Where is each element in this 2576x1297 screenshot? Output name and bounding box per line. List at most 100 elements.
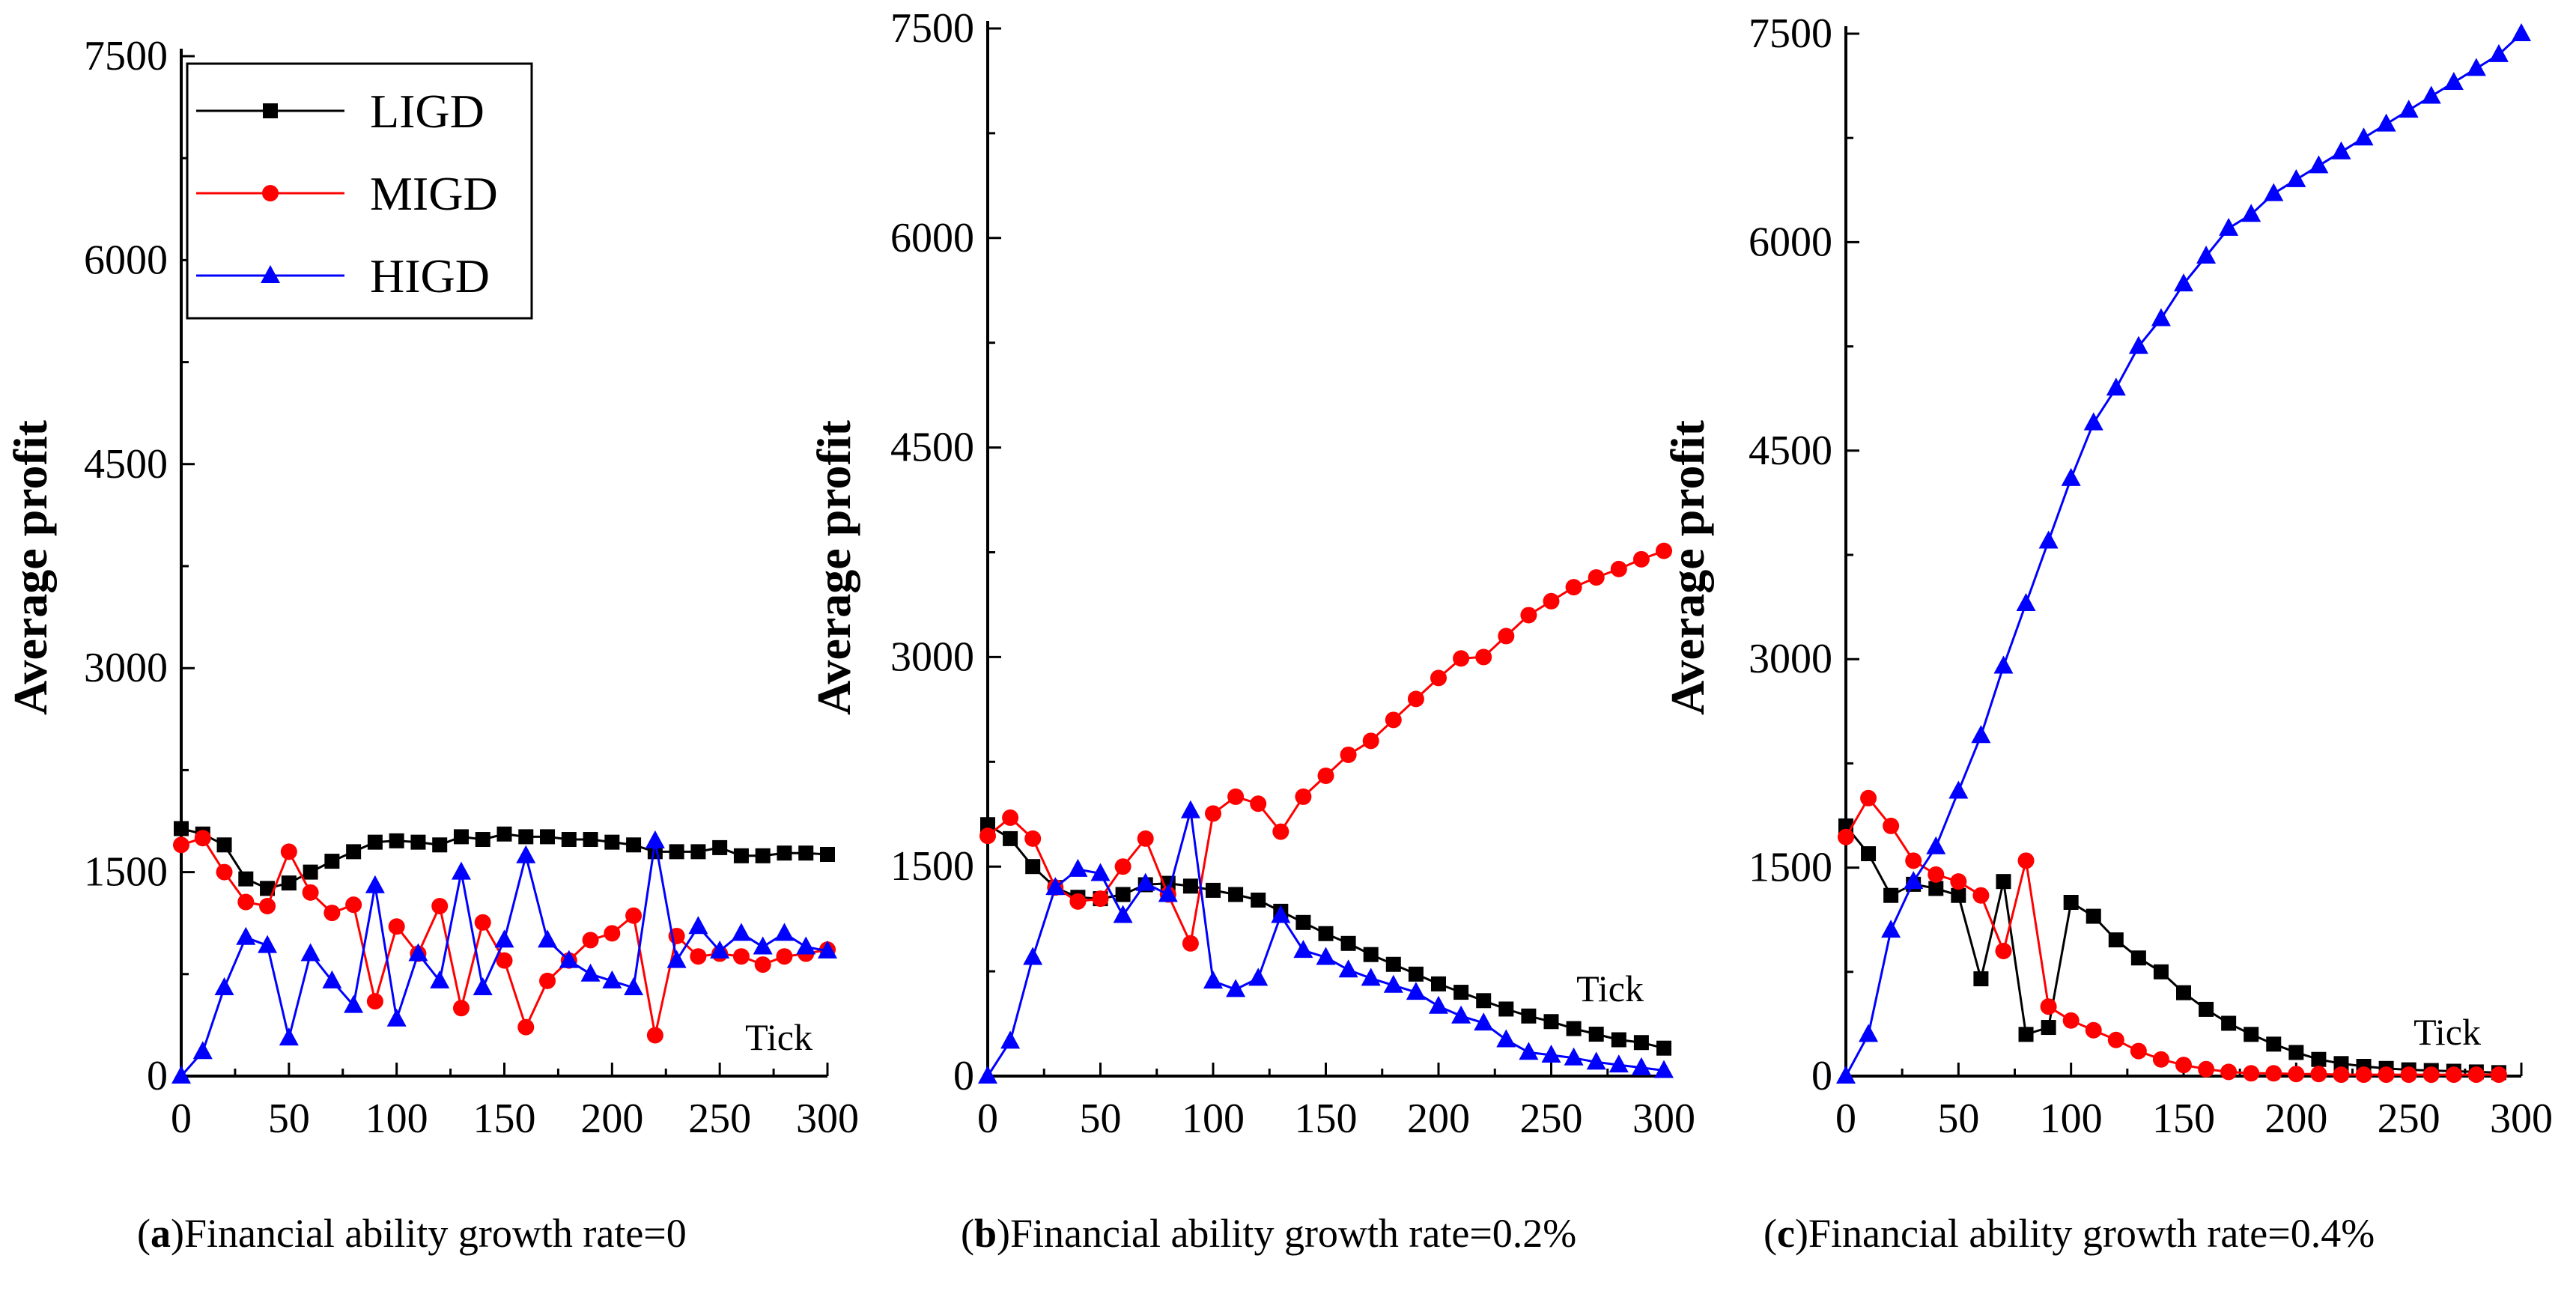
data-point (1295, 914, 1311, 930)
data-point (194, 830, 211, 847)
data-point (1631, 1057, 1651, 1075)
data-point (236, 926, 256, 945)
caption-letter: a (151, 1211, 171, 1256)
x-tick-label: 50 (1937, 1096, 1979, 1142)
data-point (1520, 607, 1537, 624)
data-point (1453, 650, 1470, 667)
data-point (303, 864, 318, 880)
data-point (1656, 542, 1672, 559)
data-point (473, 976, 493, 995)
data-point (174, 821, 189, 836)
data-point (496, 952, 513, 969)
data-point (1295, 788, 1312, 805)
data-point (2175, 1057, 2192, 1074)
x-tick-label: 100 (365, 1096, 428, 1142)
data-point (539, 972, 556, 989)
data-point (1385, 711, 1402, 729)
data-point (1430, 669, 1447, 687)
y-tick-label: 7500 (1749, 10, 1832, 57)
data-point (452, 1000, 470, 1017)
data-point (365, 875, 385, 893)
data-point (1182, 878, 1198, 894)
x-tick-label: 0 (171, 1096, 192, 1142)
data-point (2286, 168, 2306, 187)
chart-panel-a: 0 1500 3000 4500 6000 7500 0 50 100 150 200 250 300 A… (4, 33, 859, 1256)
series-migd (173, 830, 836, 1044)
data-point (604, 834, 620, 850)
data-point (2199, 1001, 2214, 1017)
legend-box (186, 62, 533, 320)
data-point (1429, 995, 1448, 1014)
data-point (1453, 985, 1469, 1000)
data-point (1881, 920, 1901, 938)
data-point (1905, 852, 1922, 869)
data-point (540, 829, 556, 845)
data-point (1656, 1040, 1671, 1056)
data-point (2151, 308, 2171, 326)
x-tick-label: 150 (473, 1096, 536, 1142)
data-point (2016, 592, 2036, 611)
data-point (2017, 852, 2035, 869)
data-point (1069, 893, 1087, 910)
data-point (2490, 1066, 2507, 1084)
data-point (538, 929, 558, 948)
data-point (755, 848, 771, 863)
data-point (1883, 887, 1899, 903)
caption-letter: c (1777, 1211, 1795, 1256)
y-tick-label: 6000 (1749, 219, 1832, 265)
data-point (2288, 1045, 2304, 1060)
data-point (1609, 1054, 1629, 1073)
data-point (1113, 905, 1133, 923)
data-point (2220, 1063, 2238, 1081)
data-point (430, 970, 450, 988)
data-point (2130, 950, 2146, 966)
y-tick-label: 1500 (1749, 845, 1832, 891)
data-point (2041, 1020, 2056, 1036)
data-point (1543, 592, 1560, 610)
data-point (1474, 1012, 1494, 1031)
data-point (2038, 530, 2059, 549)
data-point (408, 943, 428, 962)
y-axis-label: Average profit (4, 419, 57, 715)
legend-marker-higd (261, 265, 280, 283)
data-point (2422, 1066, 2440, 1084)
data-point (2376, 113, 2396, 132)
caption-text: )Financial ability growth rate=0.4% (1795, 1211, 2375, 1256)
data-point (2488, 43, 2509, 62)
data-point (496, 826, 512, 842)
x-tick-label: 300 (1632, 1096, 1695, 1142)
data-point (1227, 788, 1245, 805)
series-migd (979, 542, 1672, 952)
y-tick-label: 0 (147, 1053, 168, 1099)
data-point (754, 956, 771, 973)
x-tick-label: 300 (2490, 1096, 2553, 1142)
data-point (2196, 245, 2217, 264)
data-point (214, 976, 234, 995)
data-point (345, 896, 362, 914)
data-point (173, 836, 189, 854)
data-point (1092, 890, 1109, 908)
data-point (192, 1041, 213, 1060)
data-point (302, 884, 319, 901)
y-tick-label: 3000 (1749, 636, 1832, 682)
data-point (1541, 1045, 1561, 1063)
data-point (2399, 100, 2419, 118)
x-axis-label: Tick (745, 1016, 812, 1058)
caption-letter: b (974, 1211, 997, 1256)
data-point (645, 830, 665, 848)
data-point (1316, 947, 1336, 965)
data-point (2062, 1012, 2080, 1029)
data-point (1566, 1021, 1582, 1036)
data-point (516, 845, 536, 863)
data-point (2466, 58, 2486, 76)
y-tick-label: 7500 (84, 33, 168, 79)
data-point (1180, 800, 1200, 818)
x-tick-label: 150 (1295, 1096, 1358, 1142)
data-point (583, 832, 598, 848)
data-point (386, 1008, 407, 1027)
x-tick-label: 250 (688, 1096, 751, 1142)
data-point (451, 861, 471, 880)
data-point (602, 970, 622, 988)
caption-text: )Financial ability growth rate=0 (171, 1211, 687, 1256)
data-point (1951, 887, 1966, 903)
